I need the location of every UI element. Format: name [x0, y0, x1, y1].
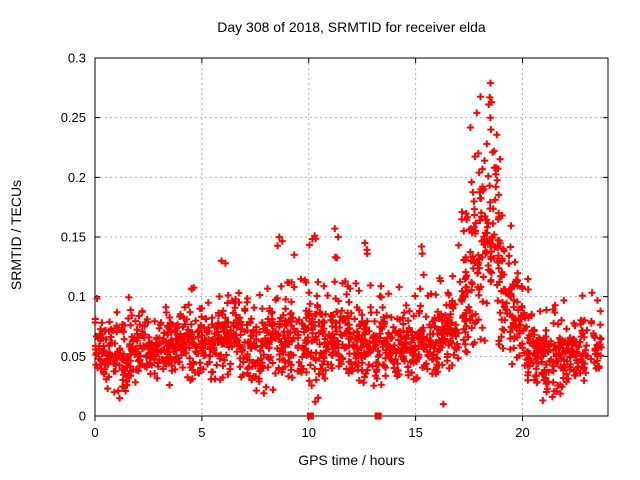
x-tick-label: 15	[408, 425, 422, 440]
y-tick-label: 0.15	[61, 230, 86, 245]
y-tick-label: 0.05	[61, 349, 86, 364]
plot-border	[94, 57, 609, 417]
y-tick-label: 0.25	[61, 110, 86, 125]
y-tick-label: 0.3	[68, 51, 86, 66]
x-tick-label: 10	[302, 425, 316, 440]
x-tick-label: 20	[515, 425, 529, 440]
y-tick-label: 0.2	[68, 170, 86, 185]
chart-title: Day 308 of 2018, SRMTID for receiver eld…	[217, 19, 486, 35]
y-tick-label: 0	[79, 409, 86, 424]
x-axis-label: GPS time / hours	[298, 452, 405, 468]
scatter-points	[91, 79, 605, 408]
y-tick-label: 0.1	[68, 289, 86, 304]
event-marker-square	[306, 412, 314, 420]
x-tick-label: 0	[91, 425, 98, 440]
gridlines	[95, 58, 608, 416]
event-marker-square	[374, 412, 382, 420]
x-tick-label: 5	[198, 425, 205, 440]
